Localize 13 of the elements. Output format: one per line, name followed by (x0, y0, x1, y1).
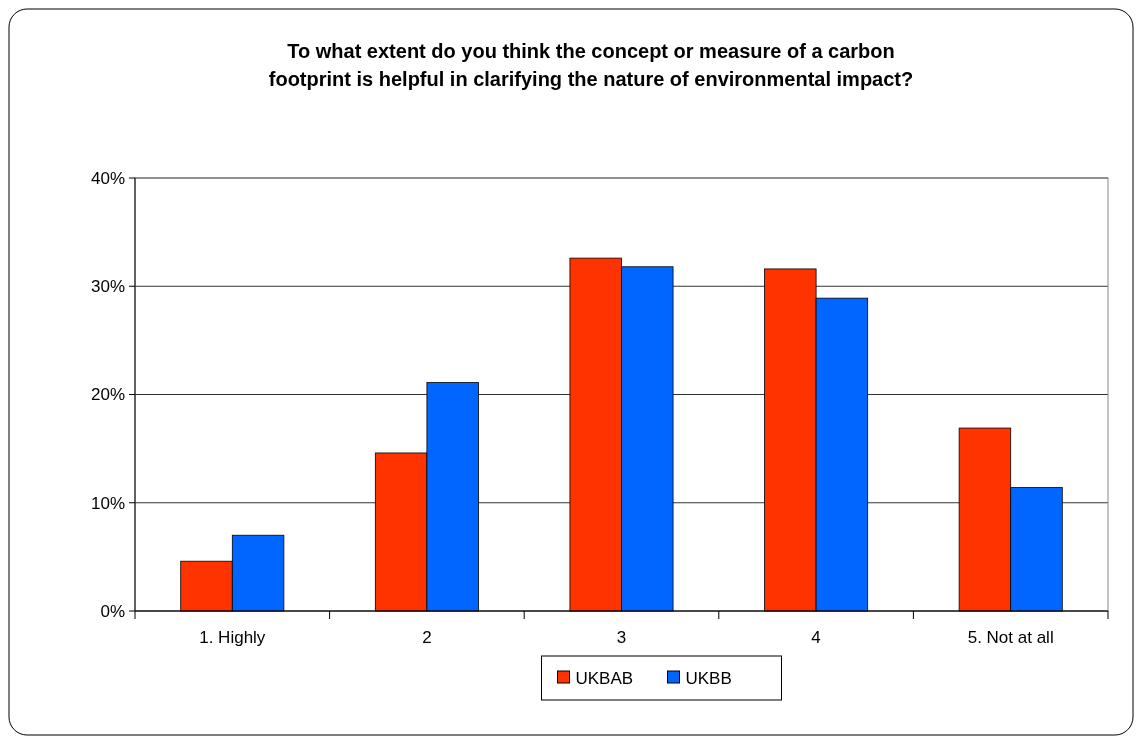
y-tick-label: 0% (100, 601, 125, 621)
y-tick-label: 20% (90, 385, 125, 405)
y-tick-label: 30% (90, 277, 125, 297)
y-tick-label: 10% (90, 493, 125, 513)
legend-label: UKBAB (575, 668, 634, 688)
x-tick-label: 2 (422, 628, 432, 647)
chart-title: To what extent do you think the concept or measure of a carbon footprint is helpful in clarifying the nature of environmental impact? (268, 40, 914, 90)
y-tick-label: 40% (90, 168, 125, 188)
x-tick-label: 5. Not at all (967, 628, 1054, 647)
legend-label: UKBB (685, 668, 732, 688)
x-tick-label: 1. Highly (199, 628, 266, 647)
x-tick-label: 3 (616, 628, 627, 647)
x-tick-label: 4 (811, 628, 821, 647)
